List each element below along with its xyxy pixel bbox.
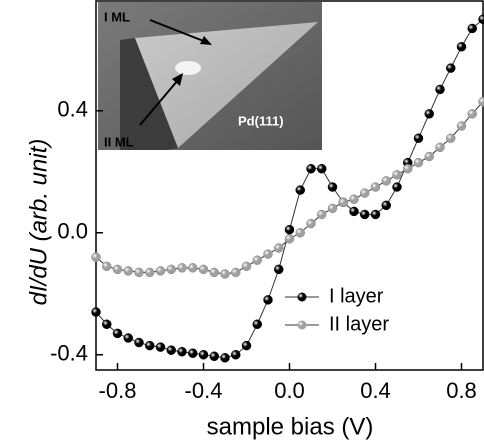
data-point [382,176,391,185]
data-point [436,143,445,152]
y-axis-label: dI/dU (arb. unit) [25,139,52,306]
data-point [167,346,176,355]
data-point [457,42,466,51]
data-point [285,225,294,234]
annotation: II ML [104,134,134,149]
data-point [102,262,111,271]
legend-marker [298,293,307,302]
annotation: I ML [104,9,130,24]
x-tick-label: 0.0 [274,378,305,403]
data-point [446,64,455,73]
data-point [124,333,133,342]
data-point [317,210,326,219]
data-point [124,266,133,275]
x-tick-label: -0.8 [99,378,137,403]
data-point [113,265,122,274]
data-point [199,350,208,359]
data-point [242,341,251,350]
data-point [188,263,197,272]
data-point [253,256,262,265]
data-point [350,207,359,216]
data-point [317,164,326,173]
data-point [425,152,434,161]
data-point [446,134,455,143]
data-point [479,97,484,106]
annotation: Pd(111) [238,113,284,128]
data-point [242,262,251,271]
x-axis-label: sample bias (V) [207,413,374,440]
legend-label: I layer [329,285,384,307]
data-point [113,329,122,338]
data-point [328,204,337,213]
data-point [135,268,144,277]
data-point [156,343,165,352]
legend-label: II layer [329,313,389,335]
chart: dI/dU (arb. unit) sample bias (V) I ML II… [0,0,484,446]
legend-marker [298,321,307,330]
data-point [199,265,208,274]
data-point [178,347,187,356]
data-point [221,269,230,278]
data-point [167,265,176,274]
x-tick-label: 0.8 [446,378,477,403]
data-point [436,85,445,94]
data-point [307,219,316,228]
data-point [425,109,434,118]
y-tick-label: -0.4 [50,341,88,366]
data-point [253,320,262,329]
data-point [274,244,283,253]
data-point [145,268,154,277]
data-point [360,210,369,219]
data-point [339,198,348,207]
data-point [145,341,154,350]
inset-image [98,2,322,150]
data-point [468,24,477,33]
data-point [296,186,305,195]
y-tick-label: 0.4 [57,97,88,122]
data-point [328,183,337,192]
data-point [371,183,380,192]
data-point [92,308,101,317]
data-point [178,263,187,272]
data-point [350,195,359,204]
data-point [414,134,423,143]
data-point [92,253,101,262]
data-point [156,266,165,275]
data-point [210,268,219,277]
x-tick-label: -0.4 [185,378,223,403]
data-point [102,320,111,329]
data-point [285,234,294,243]
data-point [135,338,144,347]
data-point [371,210,380,219]
data-point [393,170,402,179]
data-point [296,228,305,237]
data-point [210,352,219,361]
data-point [264,250,273,259]
data-point [360,189,369,198]
data-point [274,265,283,274]
data-point [457,122,466,131]
data-point [264,295,273,304]
data-point [188,349,197,358]
data-point [393,183,402,192]
data-point [403,164,412,173]
data-point [468,109,477,118]
data-point [231,268,240,277]
data-point [414,158,423,167]
data-point [307,164,316,173]
x-tick-label: 0.4 [360,378,391,403]
y-tick-label: 0.0 [57,219,88,244]
data-point [382,201,391,210]
data-point [231,350,240,359]
data-point [221,353,230,362]
